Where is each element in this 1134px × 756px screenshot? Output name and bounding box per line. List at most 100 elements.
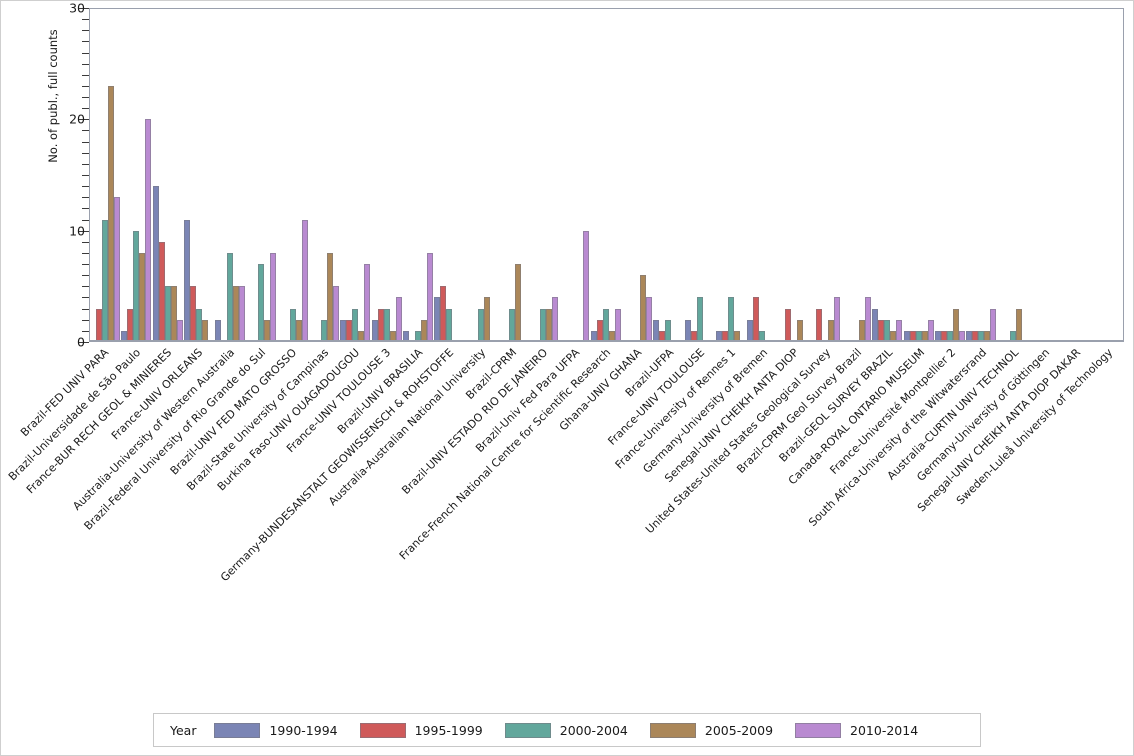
bar bbox=[784, 308, 791, 342]
bar bbox=[947, 330, 954, 342]
bar bbox=[614, 308, 621, 342]
bar-group bbox=[622, 8, 653, 342]
bar bbox=[872, 308, 879, 342]
bar bbox=[383, 308, 390, 342]
bar-group bbox=[872, 8, 903, 342]
bar bbox=[540, 308, 547, 342]
bar bbox=[596, 319, 603, 342]
y-tick-minor bbox=[82, 275, 89, 277]
legend-title: Year bbox=[170, 722, 197, 738]
bar bbox=[108, 85, 114, 342]
y-tick-label: 20 bbox=[69, 111, 85, 127]
bar bbox=[215, 319, 222, 342]
bar bbox=[446, 308, 453, 342]
bar bbox=[258, 264, 265, 342]
bar-group bbox=[559, 8, 590, 342]
bar bbox=[733, 330, 740, 342]
y-tick-minor bbox=[82, 152, 89, 154]
bar bbox=[602, 308, 609, 342]
bar bbox=[909, 330, 916, 342]
y-tick-label: 30 bbox=[69, 0, 85, 16]
bar bbox=[152, 186, 159, 342]
bar bbox=[921, 330, 928, 342]
bar-group bbox=[747, 8, 778, 342]
bar bbox=[364, 264, 371, 342]
legend-color-swatch bbox=[359, 722, 406, 738]
bar bbox=[289, 308, 296, 342]
legend-label: 2010-2014 bbox=[850, 722, 919, 738]
y-tick-minor bbox=[82, 108, 89, 110]
legend-item[interactable]: 1990-1994 bbox=[214, 722, 338, 738]
legend-label: 1990-1994 bbox=[269, 722, 338, 738]
bar bbox=[665, 319, 672, 342]
plot-frame bbox=[89, 8, 1124, 342]
bar bbox=[927, 319, 934, 342]
bar bbox=[546, 308, 553, 342]
bar bbox=[608, 330, 615, 342]
bar bbox=[915, 330, 922, 342]
legend-item[interactable]: 2000-2004 bbox=[504, 722, 628, 738]
bar bbox=[890, 330, 897, 342]
bar-group bbox=[309, 8, 340, 342]
legend-item[interactable]: 2005-2009 bbox=[649, 722, 773, 738]
bar bbox=[340, 319, 347, 342]
bar bbox=[753, 297, 760, 342]
legend-item[interactable]: 1995-1999 bbox=[359, 722, 483, 738]
y-tick-minor bbox=[82, 141, 89, 143]
bar bbox=[796, 319, 803, 342]
y-tick-label: 0 bbox=[77, 334, 85, 350]
bar bbox=[127, 308, 134, 342]
bar bbox=[727, 297, 734, 342]
bar bbox=[102, 219, 108, 342]
bar bbox=[935, 330, 942, 342]
bar bbox=[420, 319, 427, 342]
bar bbox=[959, 330, 966, 342]
bar bbox=[896, 319, 903, 342]
y-tick-minor bbox=[82, 241, 89, 243]
bar bbox=[646, 297, 653, 342]
bar bbox=[371, 319, 378, 342]
bar bbox=[139, 252, 146, 342]
y-tick-minor bbox=[82, 308, 89, 310]
y-tick-minor bbox=[82, 30, 89, 32]
bar bbox=[747, 319, 754, 342]
bar bbox=[878, 319, 885, 342]
bar-group bbox=[371, 8, 403, 342]
bar bbox=[195, 308, 202, 342]
y-tick-minor bbox=[82, 41, 89, 43]
legend-item[interactable]: 2010-2014 bbox=[795, 722, 919, 738]
bar-group bbox=[246, 8, 277, 342]
bar bbox=[865, 297, 872, 342]
bar bbox=[227, 252, 234, 342]
bar-groups bbox=[90, 8, 1123, 342]
bar bbox=[346, 319, 353, 342]
bar bbox=[508, 308, 515, 342]
bar bbox=[96, 308, 102, 342]
bar bbox=[183, 219, 190, 342]
bar-group bbox=[466, 8, 497, 342]
y-tick-minor bbox=[82, 252, 89, 254]
bar bbox=[201, 319, 208, 342]
bar-group bbox=[215, 8, 246, 342]
bar bbox=[690, 330, 697, 342]
bar bbox=[590, 330, 597, 342]
bar-group bbox=[1060, 8, 1091, 342]
bar bbox=[696, 297, 703, 342]
bar bbox=[903, 330, 910, 342]
y-tick-minor bbox=[82, 286, 89, 288]
bar-group bbox=[841, 8, 872, 342]
y-tick-minor bbox=[82, 208, 89, 210]
bar bbox=[114, 197, 120, 342]
bar bbox=[984, 330, 991, 342]
bar bbox=[434, 297, 441, 342]
y-tick-minor bbox=[82, 186, 89, 188]
bar bbox=[133, 230, 140, 342]
y-tick-minor bbox=[82, 297, 89, 299]
y-tick-major bbox=[78, 8, 89, 9]
bar bbox=[477, 308, 484, 342]
bar-group bbox=[1029, 8, 1060, 342]
y-axis-title: No. of publ., full counts bbox=[46, 29, 60, 163]
bar bbox=[426, 252, 433, 342]
y-tick-minor bbox=[82, 85, 89, 87]
